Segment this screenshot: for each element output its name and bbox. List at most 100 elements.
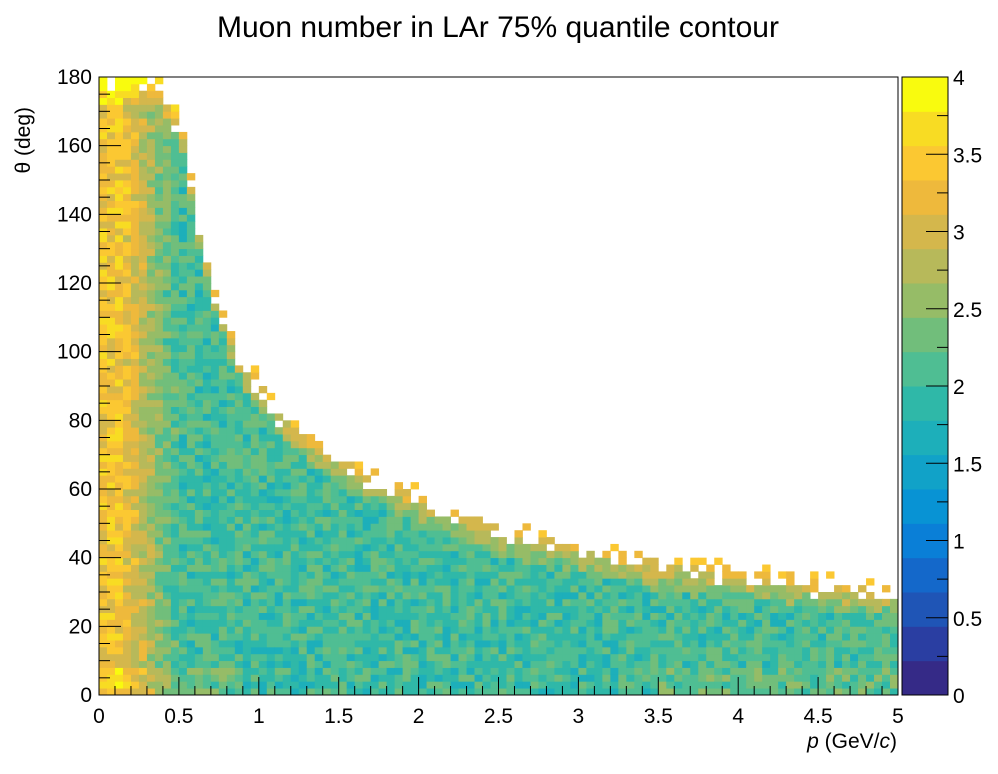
heatmap-cell [546,585,555,593]
heatmap-cell [162,358,172,366]
heatmap-cell [514,667,523,675]
heatmap-cell [170,344,180,353]
heatmap-cell [850,660,859,668]
heatmap-cell [306,447,316,456]
heatmap-cell [314,585,324,593]
heatmap-cell [226,578,236,586]
heatmap-cell [242,427,252,435]
heatmap-cell [154,557,164,565]
heatmap-cell [242,495,252,504]
heatmap-cell [530,660,539,668]
heatmap-cell [258,592,268,600]
heatmap-cell [754,612,763,620]
heatmap-cell [370,537,380,545]
heatmap-cell [114,269,124,277]
heatmap-cell [610,543,619,552]
heatmap-cell [754,681,763,689]
heatmap-cell [338,660,348,668]
heatmap-cell [122,283,132,291]
heatmap-cell [210,337,220,346]
heatmap-cell [338,640,348,648]
heatmap-cell [378,619,388,627]
heatmap-cell [186,564,196,572]
heatmap-cell [99,200,108,208]
heatmap-cell [290,633,300,641]
heatmap-cell [130,173,140,181]
heatmap-cell [202,276,212,284]
heatmap-cell [330,489,340,497]
heatmap-cell [114,550,124,559]
heatmap-cell [482,633,491,641]
heatmap-cell [250,502,260,510]
heatmap-cell [378,516,388,524]
heatmap-cell [354,523,364,531]
heatmap-cell [370,605,380,613]
heatmap-cell [99,646,108,655]
heatmap-cell [146,173,156,181]
heatmap-cell [114,159,124,167]
heatmap-cell [722,612,731,620]
heatmap-cell [274,564,284,572]
heatmap-cell [242,681,252,689]
heatmap-cell [106,530,116,538]
heatmap-cell [234,530,244,538]
heatmap-cell [794,605,803,613]
heatmap-cell [682,667,691,675]
heatmap-cell [522,688,531,696]
heatmap-cell [610,674,619,682]
heatmap-cell [186,681,196,689]
heatmap-cell [234,653,244,662]
heatmap-cell [202,598,212,607]
y-tick-label: 20 [69,615,92,638]
heatmap-cell [282,489,292,497]
heatmap-cell [170,688,180,696]
heatmap-cell [106,255,116,263]
heatmap-cell [466,537,475,545]
heatmap-cell [450,640,459,648]
heatmap-cell [162,365,172,373]
heatmap-cell [410,585,419,593]
heatmap-cell [210,386,220,394]
heatmap-cell [194,612,204,620]
heatmap-cell [346,605,356,613]
heatmap-cell [146,564,156,572]
heatmap-cell [290,674,300,682]
heatmap-cell [138,571,148,579]
heatmap-cell [746,674,755,682]
heatmap-cell [162,392,172,401]
heatmap-cell [114,193,124,201]
heatmap-cell [634,550,643,559]
heatmap-cell [362,646,372,655]
heatmap-cell [874,660,883,668]
heatmap-cell [770,605,779,613]
heatmap-cell [250,660,260,668]
heatmap-cell [730,653,739,662]
heatmap-cell [778,612,787,620]
heatmap-cell [178,145,188,153]
heatmap-cell [338,461,348,469]
heatmap-cell [418,619,427,627]
heatmap-cell [234,386,244,394]
heatmap-cell [418,653,427,662]
heatmap-cell [514,585,523,593]
heatmap-cell [106,523,116,531]
heatmap-cell [210,633,220,641]
heatmap-cell [778,674,787,682]
heatmap-cell [746,681,755,689]
heatmap-cell [178,646,188,655]
heatmap-cell [826,605,835,613]
heatmap-cell [234,502,244,510]
heatmap-cell [138,331,148,339]
heatmap-cell [234,674,244,682]
heatmap-cell [514,537,523,545]
heatmap-cell [514,619,523,627]
heatmap-cell [394,605,404,613]
heatmap-cell [666,646,675,655]
x-tick-label: 1 [253,705,265,728]
heatmap-cell [114,262,124,270]
heatmap-cell [674,640,683,648]
heatmap-cell [434,571,443,579]
heatmap-cell [386,660,396,668]
heatmap-cell [698,660,707,668]
heatmap-cell [354,619,364,627]
